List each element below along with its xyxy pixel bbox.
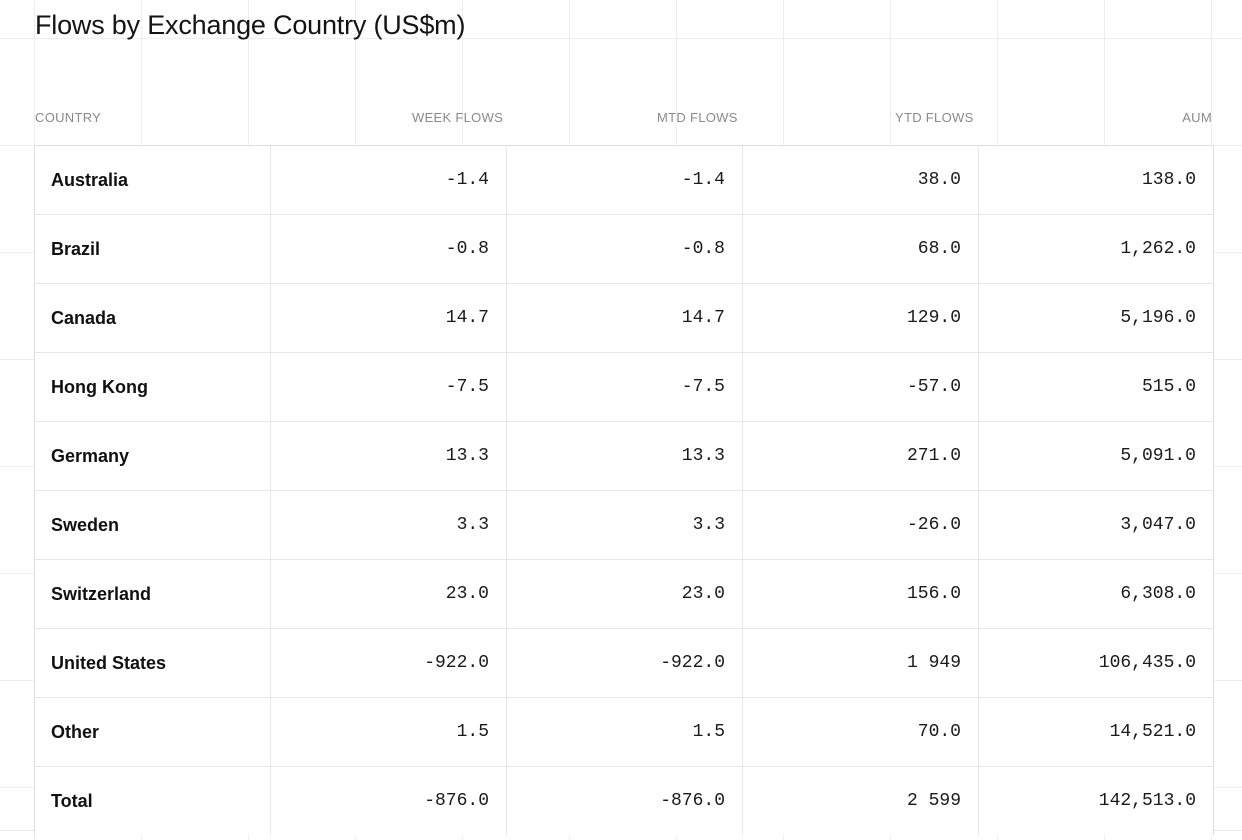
ytd-flows-cell: 129.0 — [742, 284, 978, 352]
mtd-flows-cell: -1.4 — [506, 146, 742, 214]
ytd-flows-cell: 38.0 — [742, 146, 978, 214]
mtd-flows-cell: 13.3 — [506, 422, 742, 490]
aum-cell: 515.0 — [978, 353, 1213, 421]
country-cell: Total — [51, 790, 93, 811]
aum-cell: 142,513.0 — [978, 767, 1213, 835]
ytd-flows-cell: -26.0 — [742, 491, 978, 559]
aum-cell: 14,521.0 — [978, 698, 1213, 766]
column-header-mtd-flows[interactable]: MTD FLOWS — [657, 110, 738, 125]
aum-cell: 1,262.0 — [978, 215, 1213, 283]
week-flows-cell: -0.8 — [270, 215, 506, 283]
ytd-flows-cell: 156.0 — [742, 560, 978, 628]
ytd-flows-cell: 70.0 — [742, 698, 978, 766]
table-row: Brazil -0.8 -0.8 68.0 1,262.0 — [35, 214, 1213, 283]
week-flows-cell: -7.5 — [270, 353, 506, 421]
country-cell: Switzerland — [51, 583, 152, 604]
country-cell: United States — [51, 652, 167, 673]
aum-cell: 138.0 — [978, 146, 1213, 214]
column-header-ytd-flows[interactable]: YTD FLOWS — [895, 110, 974, 125]
mtd-flows-cell: 14.7 — [506, 284, 742, 352]
country-cell: Sweden — [51, 514, 120, 535]
country-cell: Other — [51, 721, 100, 742]
table-row: Switzerland 23.0 23.0 156.0 6,308.0 — [35, 559, 1213, 628]
mtd-flows-cell: -922.0 — [506, 629, 742, 697]
aum-cell: 5,196.0 — [978, 284, 1213, 352]
week-flows-cell: 13.3 — [270, 422, 506, 490]
aum-cell: 5,091.0 — [978, 422, 1213, 490]
week-flows-cell: 14.7 — [270, 284, 506, 352]
week-flows-cell: -922.0 — [270, 629, 506, 697]
mtd-flows-cell: 1.5 — [506, 698, 742, 766]
week-flows-cell: -1.4 — [270, 146, 506, 214]
page-title: Flows by Exchange Country (US$m) — [35, 10, 466, 40]
mtd-flows-cell: -0.8 — [506, 215, 742, 283]
column-header-week-flows[interactable]: WEEK FLOWS — [412, 110, 504, 125]
mtd-flows-cell: -7.5 — [506, 353, 742, 421]
aum-cell: 6,308.0 — [978, 560, 1213, 628]
table-row: Germany 13.3 13.3 271.0 5,091.0 — [35, 421, 1213, 490]
table-header: COUNTRY WEEK FLOWS MTD FLOWS YTD FLOWS A… — [35, 100, 1212, 146]
ytd-flows-cell: 68.0 — [742, 215, 978, 283]
country-cell: Hong Kong — [51, 376, 148, 397]
flows-table: Australia -1.4 -1.4 38.0 138.0 Brazil -0… — [34, 145, 1214, 835]
aum-cell: 106,435.0 — [978, 629, 1213, 697]
country-cell: Germany — [51, 445, 130, 466]
table-row-total: Total -876.0 -876.0 2 599 142,513.0 — [35, 766, 1213, 835]
week-flows-cell: 3.3 — [270, 491, 506, 559]
ytd-flows-cell: 2 599 — [742, 767, 978, 835]
table-row: Other 1.5 1.5 70.0 14,521.0 — [35, 697, 1213, 766]
column-header-country[interactable]: COUNTRY — [35, 110, 102, 125]
mtd-flows-cell: 23.0 — [506, 560, 742, 628]
aum-cell: 3,047.0 — [978, 491, 1213, 559]
mtd-flows-cell: -876.0 — [506, 767, 742, 835]
table-row: Canada 14.7 14.7 129.0 5,196.0 — [35, 283, 1213, 352]
country-cell: Canada — [51, 307, 117, 328]
mtd-flows-cell: 3.3 — [506, 491, 742, 559]
table-row: Australia -1.4 -1.4 38.0 138.0 — [35, 145, 1213, 214]
ytd-flows-cell: -57.0 — [742, 353, 978, 421]
country-cell: Brazil — [51, 238, 101, 259]
ytd-flows-cell: 271.0 — [742, 422, 978, 490]
table-row: United States -922.0 -922.0 1 949 106,43… — [35, 628, 1213, 697]
week-flows-cell: -876.0 — [270, 767, 506, 835]
week-flows-cell: 1.5 — [270, 698, 506, 766]
table-row: Hong Kong -7.5 -7.5 -57.0 515.0 — [35, 352, 1213, 421]
country-cell: Australia — [51, 169, 129, 190]
week-flows-cell: 23.0 — [270, 560, 506, 628]
table-row: Sweden 3.3 3.3 -26.0 3,047.0 — [35, 490, 1213, 559]
column-header-aum[interactable]: AUM — [1182, 110, 1212, 125]
ytd-flows-cell: 1 949 — [742, 629, 978, 697]
